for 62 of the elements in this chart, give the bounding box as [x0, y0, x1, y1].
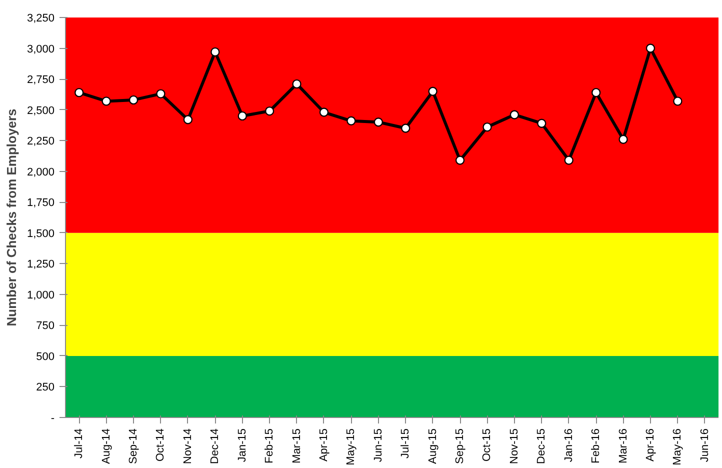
x-tick-label: Apr-16 — [644, 428, 656, 462]
y-tick-label: 2,500 — [26, 104, 55, 117]
x-tick-label: Aug-15 — [426, 428, 439, 464]
point — [374, 118, 383, 127]
point — [537, 118, 546, 128]
y-tick-label: 2,750 — [26, 74, 55, 86]
y-tick-label: 2,250 — [26, 136, 55, 148]
point — [264, 106, 274, 116]
y-tick-label: 1,750 — [26, 197, 55, 210]
y-tick-label: 1,500 — [26, 228, 55, 240]
point — [510, 110, 520, 120]
point — [346, 116, 356, 126]
x-tick-label: Nov-14 — [182, 428, 194, 464]
point — [128, 95, 138, 105]
point — [646, 44, 656, 53]
point — [564, 156, 574, 165]
y-tick-label: - — [50, 412, 55, 424]
x-tick-label: May-15 — [345, 428, 358, 466]
point — [618, 134, 628, 144]
y-tick-label: 250 — [36, 382, 55, 394]
y-tick-label: 750 — [36, 320, 55, 332]
point — [455, 156, 465, 165]
x-tick-label: Jul-15 — [400, 428, 412, 458]
x-tick-label: Jan-16 — [562, 428, 575, 462]
point — [482, 122, 492, 132]
x-tick-label: Sep-15 — [454, 428, 466, 464]
x-tick-label: Jul-14 — [73, 428, 86, 458]
x-tick-label: Oct-15 — [481, 428, 494, 462]
point — [319, 108, 329, 117]
y-tick-label: 3,250 — [26, 12, 55, 24]
x-tick-label: Dec-15 — [536, 428, 548, 464]
point — [238, 111, 247, 121]
y-tick-label: 1,000 — [26, 289, 55, 302]
point — [183, 115, 193, 124]
y-tick-label: 3,000 — [26, 43, 55, 56]
x-tick-label: Aug-14 — [100, 428, 112, 464]
point — [210, 47, 220, 57]
x-tick-label: Feb-16 — [590, 428, 602, 464]
x-tick-label: May-16 — [672, 428, 684, 466]
point — [591, 88, 601, 98]
y-axis-title: Number of Checks from Employers — [4, 108, 19, 326]
x-tick-label: Jun-15 — [372, 428, 384, 462]
point — [428, 86, 438, 96]
x-tick-label: Oct-14 — [154, 428, 167, 462]
y-tick-label: 500 — [36, 350, 55, 363]
y-tick-label: 1,250 — [26, 258, 55, 271]
x-tick-label: Dec-14 — [209, 428, 222, 464]
x-tick-label: Jan-15 — [236, 428, 248, 462]
x-tick-label: Jun-16 — [698, 428, 711, 462]
point — [102, 96, 111, 106]
y-tick-label: 2,000 — [26, 166, 55, 178]
point — [292, 79, 302, 89]
point — [156, 89, 166, 98]
x-tick-label: Apr-15 — [318, 428, 330, 462]
point — [401, 124, 410, 133]
x-tick-label: Nov-15 — [508, 428, 520, 464]
x-tick-label: Mar-16 — [617, 428, 630, 464]
x-tick-label: Feb-15 — [264, 428, 276, 464]
x-tick-label: Mar-15 — [290, 428, 303, 464]
x-tick-label: Sep-14 — [128, 428, 140, 464]
point — [673, 96, 682, 106]
point — [74, 88, 84, 98]
